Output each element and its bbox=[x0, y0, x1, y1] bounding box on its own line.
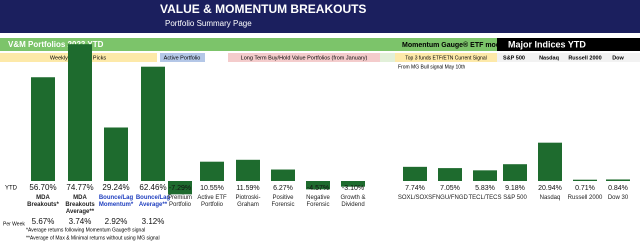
section-title: Momentum Gauge® ETF model bbox=[402, 41, 506, 49]
group-band bbox=[395, 53, 497, 62]
footnote: **Average of Max & Minimal returns witho… bbox=[26, 235, 160, 241]
group-label: Active Portfolio bbox=[164, 55, 201, 61]
bar bbox=[473, 170, 497, 181]
category-label: FNGU/FNGD bbox=[432, 195, 468, 201]
bar bbox=[606, 179, 630, 181]
section-title: V&M Portfolios 2023 YTD bbox=[8, 40, 104, 49]
value-label: 7.74% bbox=[405, 185, 425, 192]
group-band bbox=[160, 53, 205, 62]
value-label: 0.84% bbox=[608, 185, 628, 192]
bar bbox=[538, 142, 562, 181]
value-label: 20.94% bbox=[538, 185, 562, 192]
category-label: Dow 30 bbox=[607, 195, 629, 201]
bar bbox=[236, 159, 260, 181]
bar bbox=[438, 168, 462, 181]
value-label: 0.71% bbox=[575, 185, 595, 192]
bar bbox=[271, 169, 295, 181]
group-band bbox=[380, 53, 395, 62]
category-label: Growth & Dividend bbox=[340, 195, 366, 208]
group-label: Russell 2000 bbox=[568, 55, 601, 61]
bar bbox=[341, 181, 365, 187]
category-label: MDA Breakouts* bbox=[27, 195, 59, 208]
category-label: TECL/TECS bbox=[468, 195, 502, 201]
category-label: Piotroski-Graham bbox=[235, 195, 261, 208]
value-label: 9.18% bbox=[505, 185, 525, 192]
category-label: Nasdaq bbox=[539, 195, 561, 201]
value-label: 11.59% bbox=[236, 185, 259, 192]
per-week-value: 2.92% bbox=[105, 217, 128, 226]
bar bbox=[503, 164, 527, 181]
group-band bbox=[497, 53, 640, 62]
subtitle: Portfolio Summary Page bbox=[165, 19, 252, 28]
bar bbox=[68, 44, 92, 181]
bar bbox=[306, 181, 330, 190]
category-label: S&P 500 bbox=[503, 195, 527, 201]
category-label: Russell 2000 bbox=[567, 195, 603, 201]
bar bbox=[168, 181, 192, 195]
value-label: 29.24% bbox=[102, 183, 129, 192]
category-label: Positive Forensic bbox=[271, 195, 295, 208]
value-label: 74.77% bbox=[66, 183, 93, 192]
group-label: Dow bbox=[612, 55, 624, 61]
value-label: 56.70% bbox=[29, 183, 56, 192]
value-label: 10.55% bbox=[200, 185, 224, 192]
title: VALUE & MOMENTUM BREAKOUTS bbox=[160, 2, 366, 16]
category-label: MDA Breakouts Average** bbox=[65, 195, 95, 215]
value-label: -4.57% bbox=[307, 185, 329, 192]
row-label: YTD bbox=[5, 186, 18, 192]
row-label: Per Week bbox=[3, 221, 25, 227]
footnote: *Average returns following Momentum Gaug… bbox=[26, 226, 145, 233]
bar bbox=[200, 161, 224, 181]
value-label: -7.29% bbox=[169, 185, 191, 192]
per-week-value: 3.12% bbox=[142, 217, 165, 226]
bar bbox=[403, 166, 427, 181]
category-label: Premium Portfolio bbox=[167, 195, 192, 208]
group-label: S&P 500 bbox=[503, 55, 525, 61]
bar bbox=[31, 77, 55, 181]
category-label: Bounce/Lag Momentum* bbox=[98, 195, 134, 208]
group-label: Top 3 funds ETF/ETN Current Signal bbox=[405, 55, 486, 61]
category-label: Bounce/Lag Average** bbox=[135, 195, 171, 208]
value-label: 62.46% bbox=[139, 183, 166, 192]
bar bbox=[573, 179, 597, 181]
category-label: Negative Forensic bbox=[306, 195, 330, 208]
indices-band bbox=[497, 38, 640, 51]
value-label: 6.27% bbox=[273, 185, 293, 192]
section-band bbox=[0, 38, 497, 51]
bar bbox=[141, 66, 165, 181]
value-label: -3.10% bbox=[342, 185, 364, 192]
group-label: Long Term Buy/Hold Value Portfolios (fro… bbox=[241, 55, 368, 61]
category-label: Active ETF Portfolio bbox=[197, 195, 227, 208]
value-label: 7.05% bbox=[440, 185, 460, 192]
section-title: Major Indices YTD bbox=[508, 39, 586, 49]
annotation: From MG Bull signal May 10th bbox=[398, 64, 465, 70]
group-label: Nasdaq bbox=[539, 55, 559, 61]
per-week-value: 5.67% bbox=[32, 217, 55, 226]
group-band bbox=[228, 53, 380, 62]
header-band bbox=[0, 0, 640, 33]
per-week-value: 3.74% bbox=[69, 217, 92, 226]
value-label: 5.83% bbox=[475, 185, 495, 192]
bar bbox=[104, 127, 128, 181]
category-label: SOXL/SOXS bbox=[397, 195, 433, 201]
